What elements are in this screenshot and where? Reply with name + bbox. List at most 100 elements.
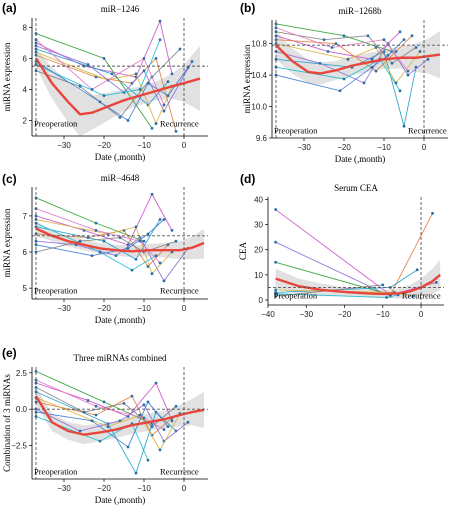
series-line-2: [35, 19, 173, 78]
series-point: [34, 400, 38, 404]
series-point: [34, 214, 38, 218]
series-point: [186, 66, 190, 70]
y-tick-label: 10.4: [251, 71, 267, 80]
series-point: [406, 69, 410, 73]
series-point: [86, 399, 90, 402]
series-point: [366, 34, 370, 38]
confidence-band: [36, 221, 204, 260]
series-point: [142, 403, 146, 407]
series-line-3: [35, 48, 169, 106]
series-point: [138, 239, 142, 243]
recurrence-label: Recurrence: [160, 467, 199, 477]
series-point: [410, 34, 414, 38]
trend-line: [35, 227, 205, 253]
series-point: [326, 50, 330, 53]
x-tick-label: 0: [182, 484, 187, 493]
series-point: [370, 57, 374, 61]
y-axis-label: miRNA expression: [2, 208, 12, 277]
series-point: [102, 56, 106, 60]
series-point: [362, 81, 366, 85]
chart-panel-1: (a) miR−1246 −30 −20 −10 0 2 4 6 8 Preoperation Rec…: [2, 1, 208, 162]
series-point: [166, 425, 170, 429]
x-tick-label: −10: [137, 141, 151, 150]
y-tick-label: 10: [254, 271, 263, 280]
series-point: [134, 471, 138, 475]
series-point: [86, 236, 90, 239]
series-point: [274, 42, 278, 45]
chart-panel-3: (c) miR−4648 −30 −20 −10 0 5 6 7 Preoperation Recu…: [2, 172, 208, 325]
preoperation-label: Preoperation: [34, 467, 78, 477]
series-line-9: [35, 61, 189, 122]
series-point: [434, 280, 438, 284]
series-point: [170, 419, 174, 423]
series-point: [138, 88, 142, 91]
series-point: [402, 124, 406, 128]
series-point: [166, 94, 170, 98]
y-tick-label: 6: [23, 248, 28, 257]
series-point: [130, 394, 134, 398]
panel-title: miR−1268b: [338, 6, 382, 16]
series-point: [174, 404, 178, 408]
x-axis-label: Date (,month): [95, 152, 145, 162]
y-tick-label: 8: [23, 23, 28, 32]
y-tick-label: 7: [23, 212, 28, 221]
x-tick-label: −30: [57, 304, 71, 313]
y-axis-label: CEA: [238, 241, 248, 260]
series-point: [34, 378, 38, 382]
series-point: [126, 119, 130, 122]
series-point: [94, 413, 98, 417]
confidence-band: [36, 45, 200, 136]
y-axis-label: Combination of 3 miRNAs: [2, 374, 12, 472]
x-tick-label: −20: [97, 304, 111, 313]
series-line-10: [35, 379, 165, 430]
series-point: [158, 19, 162, 23]
y-tick-label: 0.0: [16, 405, 28, 414]
x-axis-label: Date (,month): [95, 315, 145, 325]
series-point: [398, 89, 402, 93]
series-point: [150, 272, 154, 276]
series-point: [418, 50, 422, 53]
series-point: [158, 218, 162, 221]
series-point: [318, 61, 322, 65]
series-point: [126, 247, 130, 250]
series-line-5: [35, 45, 193, 113]
x-tick-label: 0: [182, 304, 187, 313]
y-tick-label: 2: [23, 116, 28, 125]
x-tick-label: −10: [137, 304, 151, 313]
series-point: [126, 445, 130, 449]
y-tick-label: 5: [23, 284, 28, 293]
x-tick-label: 0: [182, 141, 187, 150]
series-point: [162, 218, 166, 221]
x-tick-label: 0: [419, 310, 424, 319]
x-tick-label: −30: [57, 141, 71, 150]
preoperation-label: Preoperation: [274, 125, 318, 135]
recurrence-label: Recurrence: [402, 290, 441, 300]
series-point: [174, 239, 178, 243]
series-point: [334, 42, 338, 45]
series-point: [78, 239, 82, 243]
panel-title: miR−1246: [101, 4, 140, 14]
series-point: [414, 46, 418, 49]
x-tick-label: −20: [97, 484, 111, 493]
series-point: [122, 401, 126, 405]
series-point: [398, 30, 402, 34]
series-point: [106, 425, 110, 429]
panel-title: miR−4648: [101, 173, 140, 183]
recurrence-label: Recurrence: [160, 286, 199, 296]
series-point: [34, 369, 38, 373]
series-point: [374, 69, 378, 73]
series-point: [150, 192, 154, 196]
series-point: [154, 254, 158, 258]
series-point: [154, 122, 158, 125]
series-point: [110, 72, 114, 76]
series-point: [162, 279, 166, 283]
y-axis-label: miRNA expression: [242, 44, 252, 113]
series-point: [178, 47, 182, 51]
series-point: [98, 100, 102, 104]
panel-label: (a): [2, 1, 17, 15]
series-point: [94, 404, 98, 408]
series-line-6: [35, 39, 161, 97]
y-tick-label: 0: [259, 296, 264, 305]
series-point: [146, 81, 150, 85]
y-tick-label: 30: [254, 221, 263, 230]
